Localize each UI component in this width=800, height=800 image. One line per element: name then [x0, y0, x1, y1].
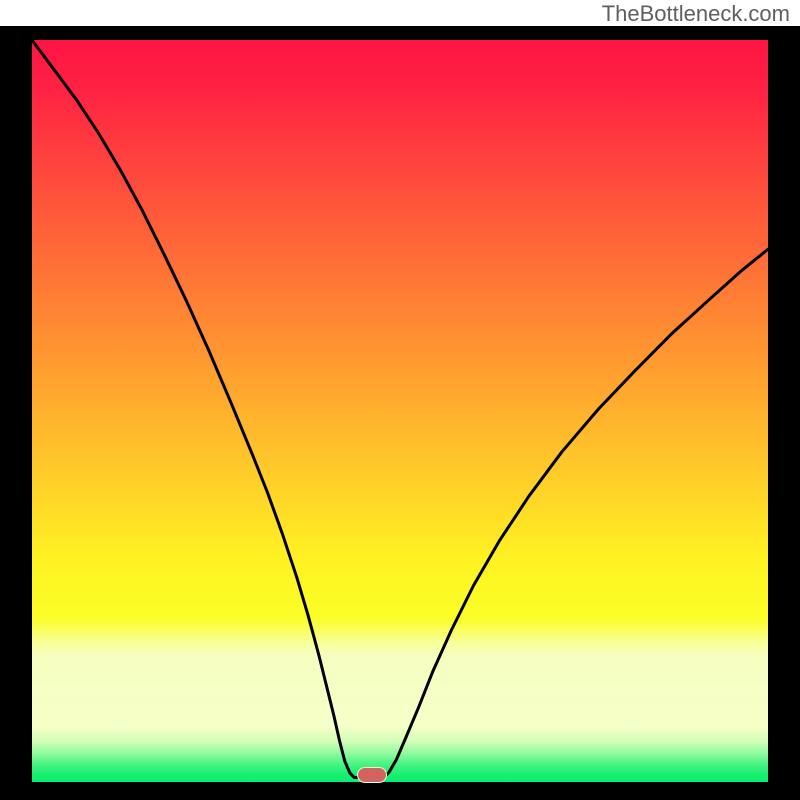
optimal-point-marker [357, 767, 387, 783]
frame-border-left [0, 26, 32, 800]
watermark-text: TheBottleneck.com [602, 1, 790, 27]
frame-border-top [0, 26, 800, 40]
frame-border-right [768, 26, 800, 800]
bottleneck-curve-path [32, 40, 768, 778]
chart-plot-area [32, 40, 768, 782]
frame-border-bottom [0, 782, 800, 800]
bottleneck-curve [32, 40, 768, 782]
